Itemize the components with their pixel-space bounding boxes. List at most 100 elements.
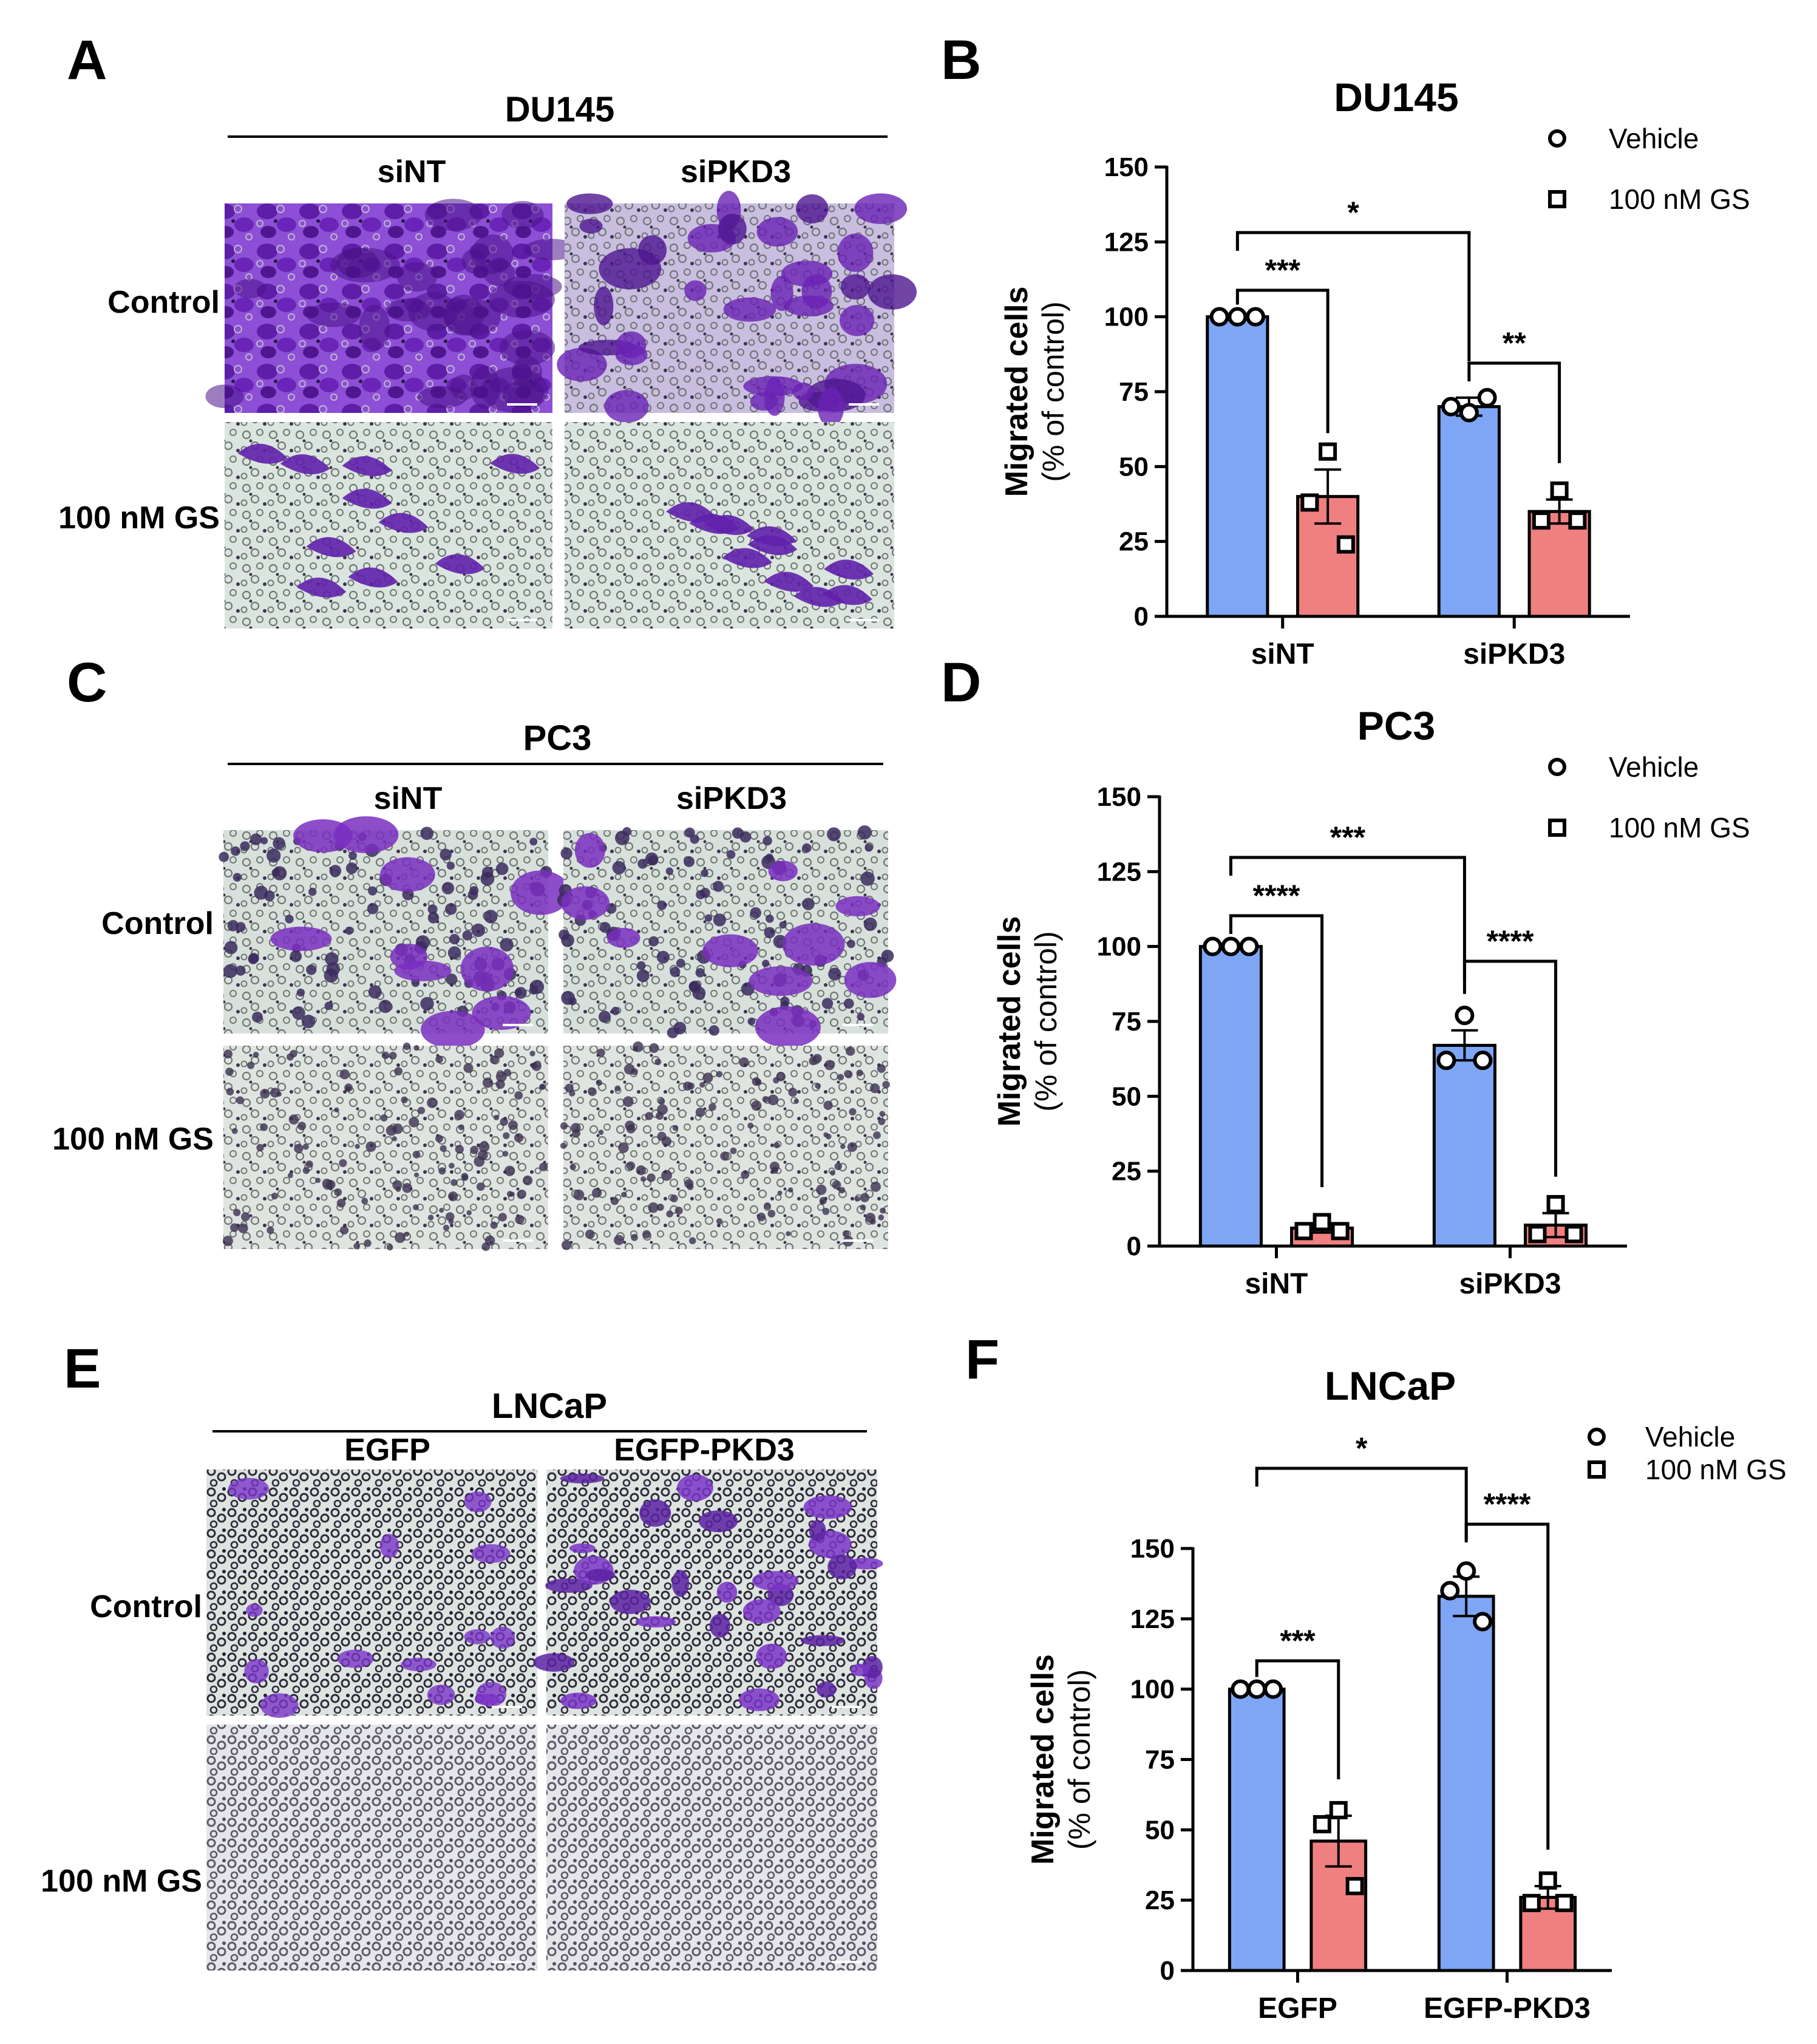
cell-dot <box>626 1124 636 1134</box>
cell-dot <box>253 1052 259 1058</box>
data-point-circle <box>1203 936 1223 956</box>
cell-dot <box>573 1189 585 1201</box>
column-label: siPKD3 <box>676 781 787 816</box>
y-tick-label: 150 <box>1104 152 1149 182</box>
y-tick-label: 100 <box>1097 932 1141 962</box>
micrograph <box>546 1725 877 1971</box>
cell-dot <box>767 1094 779 1106</box>
cell-cluster <box>671 1570 690 1597</box>
y-tick-label: 50 <box>1112 1082 1141 1111</box>
cell-cluster <box>795 194 829 223</box>
cell-cluster <box>359 304 390 351</box>
y-tick-label: 75 <box>1112 1007 1141 1037</box>
cell-dot <box>623 1063 635 1075</box>
significance-label: **** <box>1484 1487 1531 1521</box>
significance-bracket <box>1229 856 1466 994</box>
cell-dot <box>670 1194 678 1203</box>
cell-cluster <box>337 1649 374 1668</box>
cell-dot <box>294 1143 304 1153</box>
cell-dot <box>427 904 438 915</box>
cell-dot <box>849 1108 857 1116</box>
cell-dot <box>773 1142 780 1149</box>
cell-cluster <box>490 1626 515 1649</box>
cell-dot <box>569 1163 576 1170</box>
cell-dot <box>231 1128 238 1134</box>
bar-vehicle <box>1432 1043 1496 1248</box>
cell-dot <box>614 1085 621 1092</box>
micrograph-pores <box>546 1725 877 1971</box>
cell-dot <box>776 1072 786 1082</box>
cell-dot <box>448 1191 458 1202</box>
significance-bracket <box>1255 1467 1468 1541</box>
cell-cluster <box>844 962 897 998</box>
y-tick-label: 50 <box>1145 1815 1175 1845</box>
cell-dot <box>256 1143 264 1152</box>
cell-dot <box>481 1242 491 1252</box>
cell-dot <box>642 1230 651 1239</box>
cell-dot <box>427 1097 438 1108</box>
x-category-label: EGFP-PKD3 <box>1424 1992 1591 2025</box>
legend-label: 100 nM GS <box>1609 812 1750 843</box>
significance-bracket <box>1255 1659 1340 1780</box>
y-tick-label: 125 <box>1104 227 1149 257</box>
row-label: 100 nM GS <box>52 1122 214 1157</box>
cell-dot <box>640 1176 646 1182</box>
cell-cluster <box>801 1635 845 1646</box>
bar-chart-lncap: LNCaP 0 25 50 75 100 125 150 EGFP EGFP-PKD3 Migrat… <box>1025 1363 1787 2025</box>
cell-cluster <box>738 1688 779 1711</box>
cell-dot <box>267 848 281 863</box>
cell-dot <box>779 921 787 929</box>
y-axis-title: Migrated cells <box>992 916 1027 1127</box>
cell-cluster <box>545 1578 593 1593</box>
cell-dot <box>308 887 317 896</box>
cell-cluster <box>396 262 438 292</box>
cell-dot <box>823 1100 833 1110</box>
cell-dot <box>395 1232 406 1243</box>
cell-dot <box>378 1000 392 1013</box>
cell-cluster <box>307 302 361 327</box>
bar-vehicle <box>1437 1595 1495 1972</box>
cell-dot <box>219 851 229 862</box>
cell-cluster <box>684 280 707 301</box>
micrograph <box>557 825 897 1048</box>
cell-dot <box>569 1090 576 1097</box>
significance-label: **** <box>1253 879 1300 913</box>
cell-dot <box>392 1123 403 1134</box>
cell-dot <box>440 1145 447 1152</box>
cell-dot <box>348 851 357 860</box>
cell-dot <box>802 843 812 853</box>
cell-cluster <box>755 1006 821 1048</box>
cell-dot <box>449 933 460 945</box>
cell-dot <box>704 914 713 922</box>
cell-dot <box>670 966 681 978</box>
cell-dot <box>498 1213 507 1222</box>
significance-bracket <box>1229 914 1324 1187</box>
cell-dot <box>484 910 498 924</box>
cell-dot <box>726 850 736 859</box>
data-point-circle <box>1239 936 1259 956</box>
cell-cluster <box>610 1589 651 1615</box>
cell-dot <box>626 1161 636 1171</box>
cell-dot <box>845 1046 855 1056</box>
chart-title: DU145 <box>1334 75 1458 120</box>
cell-dot <box>873 1131 881 1139</box>
cell-dot <box>647 1173 656 1182</box>
column-label: siPKD3 <box>681 154 791 189</box>
y-tick-label: 25 <box>1119 527 1149 557</box>
cell-dot <box>508 1120 518 1130</box>
cell-dot <box>260 1123 268 1131</box>
cell-dot <box>766 915 774 923</box>
cell-dot <box>339 1159 347 1167</box>
cell-dot <box>427 912 440 924</box>
row-label: Control <box>90 1589 202 1624</box>
cell-cluster <box>752 1571 799 1591</box>
cell-dot <box>592 1188 602 1198</box>
cell-cluster <box>840 274 871 300</box>
cell-dot <box>700 888 710 898</box>
significance-label: ** <box>1503 326 1526 360</box>
cell-cluster <box>764 571 814 592</box>
cell-cluster <box>379 1534 399 1558</box>
significance-label: **** <box>1487 924 1534 958</box>
cell-dot <box>636 969 650 983</box>
cell-dot <box>345 862 358 874</box>
